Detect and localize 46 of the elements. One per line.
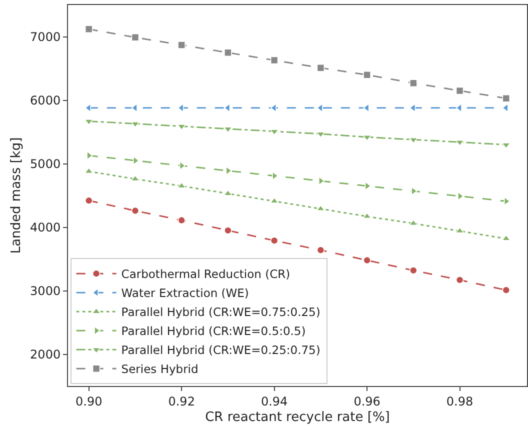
point [178,41,186,49]
y-tick-label: 2000 [30,347,61,362]
legend-label: Parallel Hybrid (CR:WE=0.5:0.5) [121,324,306,338]
x-tick-label: 0.98 [446,394,474,408]
point [411,186,418,196]
point [178,216,186,224]
point [131,33,140,42]
point [224,126,232,133]
point [224,226,232,234]
point [362,212,372,219]
y-tick-label: 3000 [30,284,61,298]
point [362,134,372,141]
point [224,190,232,196]
y-axis-title: Landed mass [kg] [9,137,24,254]
point [84,25,93,34]
point [270,56,278,64]
legend-label: Water Extraction (WE) [121,286,249,300]
point [316,64,325,72]
point [456,276,464,284]
point [410,266,418,274]
point [410,79,418,88]
legend-label: Parallel Hybrid (CR:WE=0.75:0.25) [121,305,320,320]
y-tick-label: 6000 [30,93,61,108]
y-tick-label: 4000 [30,220,61,234]
x-tick-label: 0.96 [354,394,380,408]
point [84,196,93,204]
point [502,286,510,294]
x-tick-label: 0.92 [168,394,195,408]
y-tick-label: 5000 [30,156,61,171]
x-axis-title: CR reactant recycle rate [%] [205,410,390,425]
point [364,182,371,190]
point [270,236,278,244]
legend-label: Carbothermal Reduction (CR) [121,267,290,282]
point [224,48,232,57]
legend-label: Series Hybrid [121,362,198,376]
legend-label: Parallel Hybrid (CR:WE=0.25:0.75) [121,343,320,358]
point [86,151,93,160]
x-tick-label: 0.90 [76,394,102,408]
point [131,206,140,215]
point [363,70,371,79]
point [502,94,510,102]
y-tick-label: 7000 [30,30,61,44]
point [456,86,464,95]
point [316,246,325,254]
point [363,256,371,264]
x-tick-label: 0.94 [260,394,288,408]
